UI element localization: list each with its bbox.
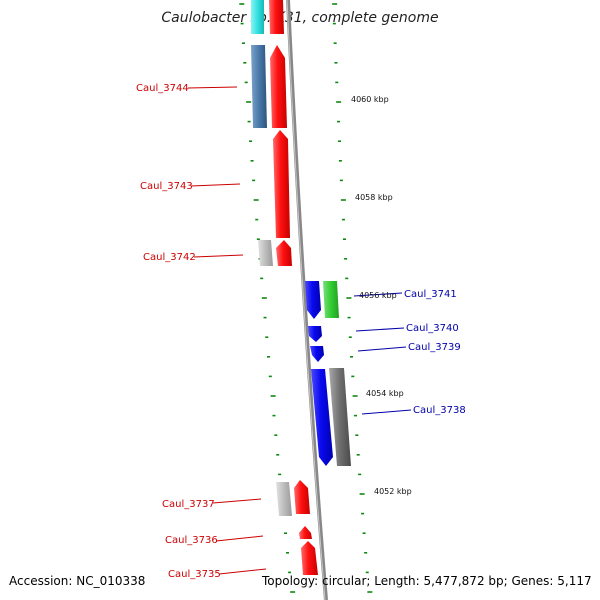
accession-text: Accession: NC_010338	[9, 574, 146, 588]
gene-feature-caul-3741[interactable]	[323, 281, 339, 318]
gene-label-caul-3741[interactable]: Caul_3741	[404, 289, 457, 300]
gene-label-caul-3737[interactable]: Caul_3737	[162, 499, 215, 510]
genome-summary-text: Topology: circular; Length: 5,477,872 bp…	[262, 574, 592, 588]
gene-label-caul-3736[interactable]: Caul_3736	[165, 535, 218, 546]
scale-label-4058: 4058 kbp	[355, 193, 393, 202]
gene-label-caul-3735[interactable]: Caul_3735	[168, 569, 221, 580]
scale-label-4052: 4052 kbp	[374, 487, 412, 496]
scale-label-4056: 4056 kbp	[359, 291, 397, 300]
gene-feature-red-a[interactable]	[270, 45, 287, 128]
map-title: Caulobacter sp. K31, complete genome	[161, 10, 439, 26]
gene-feature-red-top[interactable]	[269, 0, 284, 34]
gene-feature-red-c[interactable]	[294, 480, 310, 514]
gene-feature-caul-3738[interactable]	[329, 368, 351, 466]
gene-label-caul-3740[interactable]: Caul_3740	[406, 323, 459, 334]
label-leaders	[187, 86, 412, 575]
gene-feature-caul-3736[interactable]	[299, 526, 312, 539]
gene-feature-caul-3741-blue[interactable]	[305, 281, 321, 319]
gene-feature-caul-3740[interactable]	[308, 326, 322, 342]
genome-backbone	[286, 0, 328, 600]
genome-backbone-highlight	[286, 0, 326, 600]
gene-feature-caul-3739[interactable]	[310, 346, 324, 362]
scale-ticks	[239, 3, 373, 593]
gene-feature-caul-3744[interactable]	[251, 45, 267, 128]
scale-label-4060: 4060 kbp	[351, 95, 389, 104]
gene-label-caul-3744[interactable]: Caul_3744	[136, 83, 189, 94]
scale-label-4054: 4054 kbp	[366, 389, 404, 398]
gene-feature-caul-3742[interactable]	[258, 240, 273, 266]
gene-feature-red-b[interactable]	[276, 240, 292, 266]
gene-label-caul-3739[interactable]: Caul_3739	[408, 342, 461, 353]
gene-feature-cyan[interactable]	[251, 0, 264, 34]
gene-label-caul-3742[interactable]: Caul_3742	[143, 252, 196, 263]
gene-feature-caul-3738-blue[interactable]	[311, 369, 333, 466]
gene-features	[251, 0, 351, 575]
scale-labels: 4060 kbp 4058 kbp 4056 kbp 4054 kbp 4052…	[351, 95, 412, 496]
gene-feature-caul-3743[interactable]	[273, 130, 290, 238]
gene-label-caul-3743[interactable]: Caul_3743	[140, 181, 193, 192]
gene-feature-caul-3735[interactable]	[301, 541, 318, 575]
gene-labels: Caul_3744 Caul_3743 Caul_3742 Caul_3741 …	[136, 83, 466, 580]
gene-label-caul-3738[interactable]: Caul_3738	[413, 405, 466, 416]
gene-feature-caul-3737[interactable]	[276, 482, 292, 516]
